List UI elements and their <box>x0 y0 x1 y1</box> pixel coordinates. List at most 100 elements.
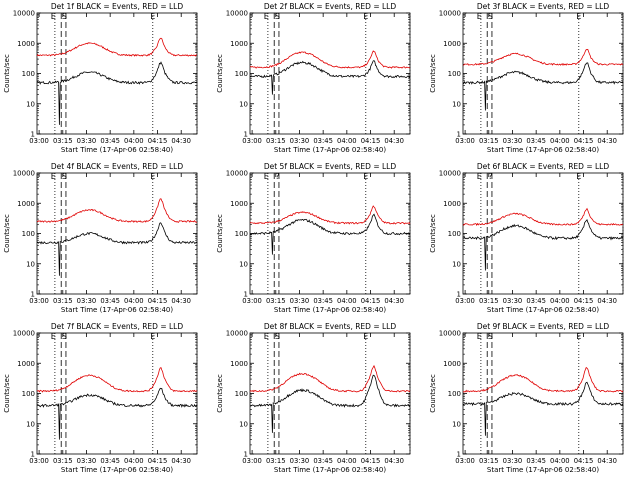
panel-chart: Det 1f BLACK = Events, RED = LLD 1 10 100 10… <box>3 2 198 154</box>
marker-label: E <box>576 172 581 181</box>
x-tick-label: 03:15 <box>266 137 286 145</box>
panel-title: Det 2f BLACK = Events, RED = LLD <box>264 2 397 11</box>
marker-label: S <box>62 172 67 181</box>
y-tick-label: 1000 <box>230 360 248 368</box>
y-tick-label: 1 <box>31 291 35 299</box>
x-tick-label: 03:00 <box>29 297 49 305</box>
y-tick-label: 10 <box>239 100 248 108</box>
x-tick-label: 03:45 <box>526 297 546 305</box>
marker-label: S <box>62 12 67 21</box>
y-tick-label: 100 <box>235 230 248 238</box>
panel-title: Det 6f BLACK = Events, RED = LLD <box>477 162 610 171</box>
y-tick-label: 10000 <box>439 330 461 338</box>
x-tick-label: 03:45 <box>100 137 120 145</box>
x-tick-label: 04:30 <box>597 137 617 145</box>
x-axis-label: Start Time (17-Apr-06 02:58:40) <box>487 466 599 474</box>
x-tick-label: 03:15 <box>53 457 73 465</box>
y-axis-label: Counts/sec <box>216 214 224 253</box>
events-series-line <box>37 61 198 125</box>
x-tick-label: 04:15 <box>574 457 594 465</box>
x-tick-label: 03:45 <box>526 457 546 465</box>
x-tick-label: 03:30 <box>503 297 523 305</box>
panel-title: Det 3f BLACK = Events, RED = LLD <box>477 2 610 11</box>
panel-chart: Det 5f BLACK = Events, RED = LLD 1 10 100 10… <box>216 162 411 314</box>
events-series-line <box>36 387 198 440</box>
panel-chart: Det 8f BLACK = Events, RED = LLD 1 10 100 10… <box>216 322 411 474</box>
x-tick-label: 03:00 <box>242 457 262 465</box>
marker-label: ? <box>275 172 279 181</box>
y-axis-label: Counts/sec <box>3 214 11 253</box>
marker-label: E <box>264 172 269 181</box>
x-tick-label: 04:00 <box>337 137 357 145</box>
y-tick-label: 10 <box>26 100 35 108</box>
y-tick-label: 10000 <box>439 170 461 178</box>
detector-panel: Det 9f BLACK = Events, RED = LLD 1 10 100 10… <box>426 320 639 480</box>
x-tick-label: 03:45 <box>313 137 333 145</box>
marker-label: E <box>576 12 581 21</box>
x-axis-label: Start Time (17-Apr-06 02:58:40) <box>274 306 386 314</box>
x-tick-label: 04:30 <box>171 297 191 305</box>
marker-label: E <box>363 332 368 341</box>
y-tick-label: 1000 <box>17 200 35 208</box>
x-tick-label: 04:15 <box>148 297 168 305</box>
y-tick-label: 1 <box>244 131 248 139</box>
x-tick-label: 03:00 <box>455 297 475 305</box>
marker-label: ? <box>488 172 492 181</box>
y-tick-label: 1 <box>244 451 248 459</box>
panel-title: Det 9f BLACK = Events, RED = LLD <box>477 322 610 331</box>
marker-label: S <box>488 12 493 21</box>
detector-panel: Det 6f BLACK = Events, RED = LLD 1 10 100 10… <box>426 160 639 320</box>
y-tick-label: 10000 <box>226 10 248 18</box>
x-tick-label: 03:15 <box>266 297 286 305</box>
y-tick-label: 10000 <box>13 330 35 338</box>
panel-title: Det 7f BLACK = Events, RED = LLD <box>51 322 184 331</box>
detector-panel: Det 7f BLACK = Events, RED = LLD 1 10 100 10… <box>0 320 213 480</box>
x-tick-label: 03:30 <box>77 297 97 305</box>
marker-label: E <box>477 332 482 341</box>
y-tick-label: 100 <box>448 230 461 238</box>
marker-label: E <box>576 332 581 341</box>
y-tick-label: 1000 <box>230 40 248 48</box>
x-tick-label: 04:30 <box>171 137 191 145</box>
x-tick-label: 04:00 <box>124 457 144 465</box>
x-axis-label: Start Time (17-Apr-06 02:58:40) <box>61 466 173 474</box>
y-tick-label: 10 <box>26 260 35 268</box>
detector-panel: Det 5f BLACK = Events, RED = LLD 1 10 100 10… <box>213 160 426 320</box>
x-tick-label: 03:15 <box>53 297 73 305</box>
y-tick-label: 10 <box>26 420 35 428</box>
lld-series-line <box>36 198 197 223</box>
x-tick-label: 03:45 <box>313 457 333 465</box>
lld-series-line <box>249 205 411 225</box>
y-axis-label: Counts/sec <box>216 374 224 413</box>
y-tick-label: 100 <box>448 70 461 78</box>
x-tick-label: 04:00 <box>337 297 357 305</box>
marker-label: S <box>275 332 280 341</box>
panel-chart: Det 3f BLACK = Events, RED = LLD 1 10 100 10… <box>429 2 624 154</box>
panel-chart: Det 2f BLACK = Events, RED = LLD 1 10 100 10… <box>216 2 411 154</box>
y-axis-label: Counts/sec <box>429 54 437 93</box>
x-tick-label: 04:30 <box>384 457 404 465</box>
y-tick-label: 100 <box>22 230 35 238</box>
y-axis-label: Counts/sec <box>429 214 437 253</box>
panel-title: Det 8f BLACK = Events, RED = LLD <box>264 322 397 331</box>
lld-series-line <box>462 48 624 67</box>
x-tick-label: 04:30 <box>171 457 191 465</box>
y-tick-label: 10000 <box>226 170 248 178</box>
x-tick-label: 03:30 <box>290 137 310 145</box>
x-axis-label: Start Time (17-Apr-06 02:58:40) <box>61 306 173 314</box>
y-tick-label: 1 <box>31 131 35 139</box>
panel-title: Det 4f BLACK = Events, RED = LLD <box>51 162 184 171</box>
marker-label: E <box>150 332 155 341</box>
y-tick-label: 100 <box>448 390 461 398</box>
panel-chart: Det 7f BLACK = Events, RED = LLD 1 10 100 10… <box>3 322 198 474</box>
y-axis-label: Counts/sec <box>3 374 11 413</box>
marker-label: E <box>264 12 269 21</box>
x-tick-label: 04:15 <box>574 137 594 145</box>
x-tick-label: 04:00 <box>124 137 144 145</box>
detector-panel: Det 1f BLACK = Events, RED = LLD 1 10 100 10… <box>0 0 213 160</box>
events-series-line <box>462 62 624 111</box>
x-tick-label: 03:30 <box>503 137 523 145</box>
panel-chart: Det 9f BLACK = Events, RED = LLD 1 10 100 10… <box>429 322 624 474</box>
y-tick-label: 1000 <box>443 40 461 48</box>
